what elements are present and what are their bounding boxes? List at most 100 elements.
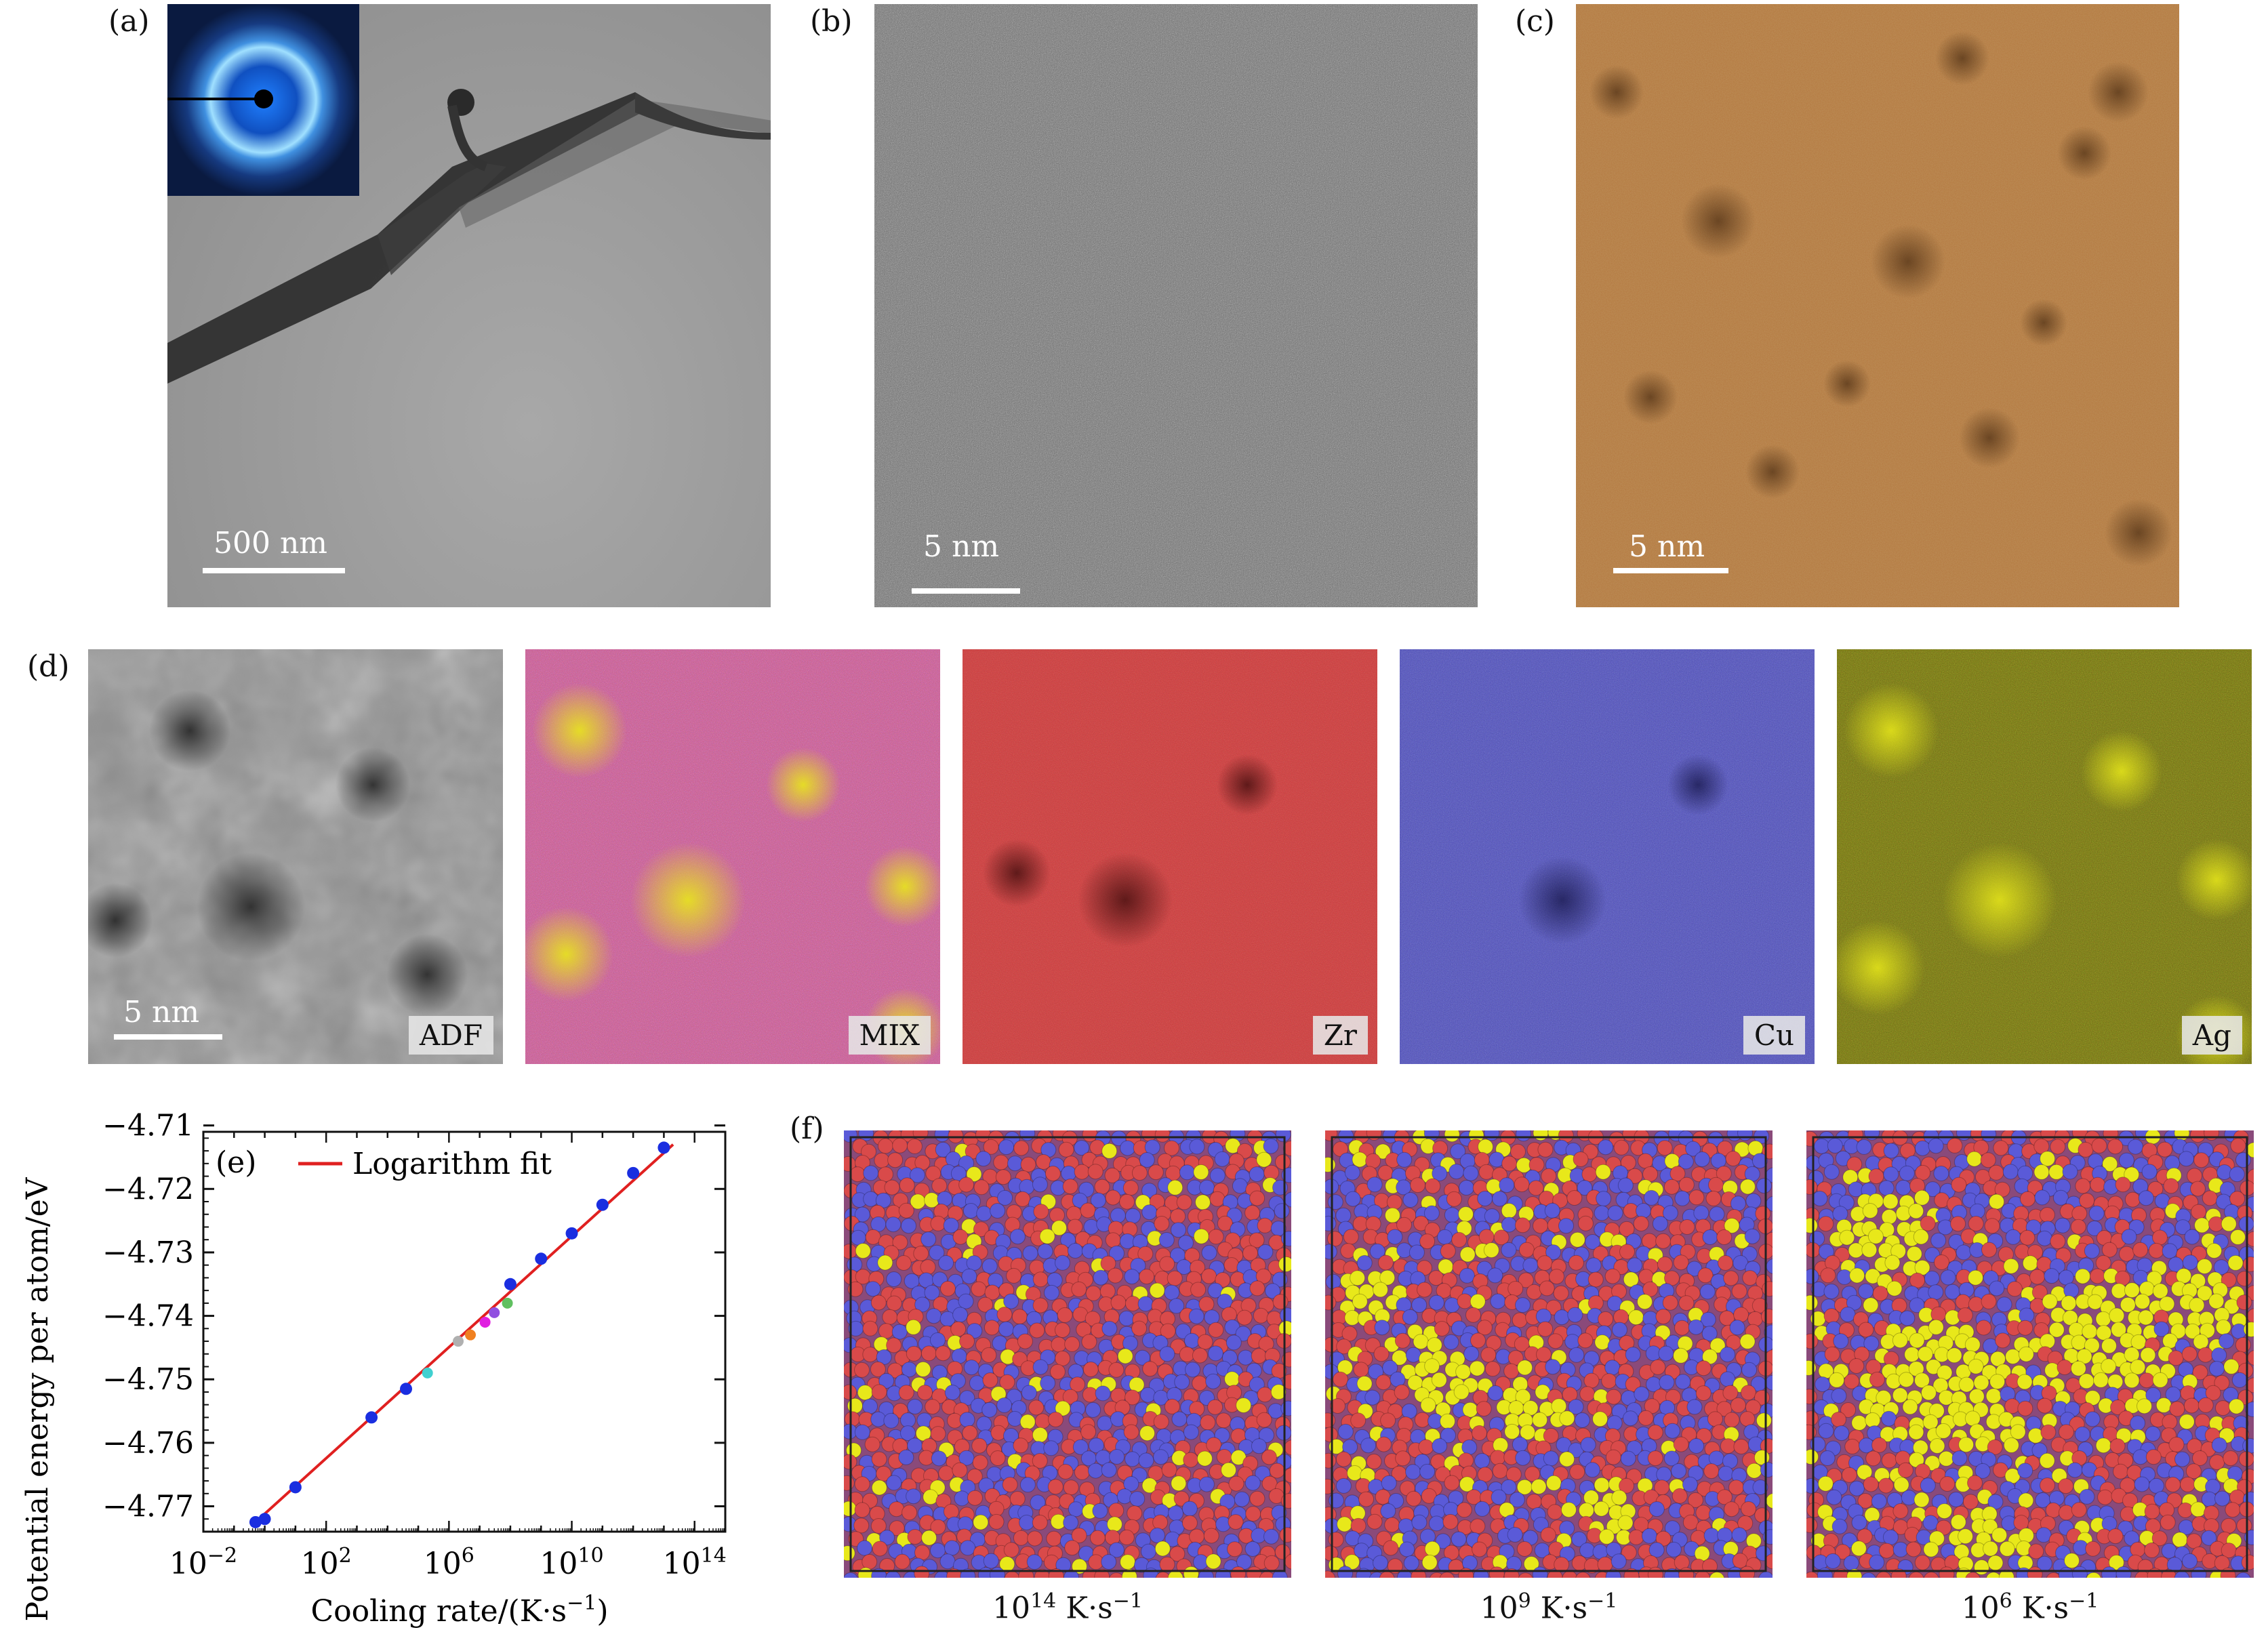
atom xyxy=(1365,1216,1381,1232)
atom xyxy=(1032,1271,1049,1288)
atom xyxy=(1659,1374,1675,1391)
atom xyxy=(1328,1532,1344,1548)
atom xyxy=(2229,1166,2245,1183)
atom xyxy=(1148,1164,1164,1181)
atom xyxy=(1503,1363,1520,1379)
atom xyxy=(1343,1229,1359,1245)
atom xyxy=(1068,1364,1084,1380)
atom xyxy=(1097,1415,1113,1431)
atom xyxy=(877,1254,893,1271)
atom xyxy=(850,1229,866,1246)
atom xyxy=(1543,1428,1559,1444)
atom xyxy=(1342,1439,1358,1455)
atom xyxy=(931,1178,948,1194)
atom xyxy=(1169,1546,1186,1562)
atom xyxy=(1029,1322,1045,1339)
atom xyxy=(1188,1308,1204,1324)
atom xyxy=(1405,1347,1421,1363)
label-b: (b) xyxy=(810,4,853,39)
atom xyxy=(1200,1414,1216,1431)
atom xyxy=(1206,1437,1222,1453)
atom xyxy=(1518,1242,1535,1258)
atom xyxy=(1865,1450,1882,1467)
atom xyxy=(1524,1466,1541,1482)
atom xyxy=(1353,1362,1369,1378)
atom xyxy=(1141,1183,1158,1199)
atom xyxy=(2006,1281,2023,1297)
atom xyxy=(1249,1490,1265,1507)
atom xyxy=(1851,1515,1867,1530)
atom xyxy=(1882,1529,1899,1545)
atom xyxy=(1514,1217,1531,1233)
atom xyxy=(1991,1527,2008,1543)
atom xyxy=(1406,1490,1422,1507)
atom xyxy=(1087,1463,1103,1479)
atom xyxy=(1724,1412,1740,1428)
data-point xyxy=(365,1411,378,1424)
atom xyxy=(1605,1449,1621,1465)
atom xyxy=(1863,1476,1879,1492)
atom xyxy=(1657,1256,1673,1272)
plot-frame xyxy=(202,1130,727,1533)
atom xyxy=(1553,1285,1569,1301)
atom xyxy=(1832,1206,1848,1222)
atom xyxy=(1981,1242,1997,1258)
atom xyxy=(1884,1254,1901,1271)
atom xyxy=(1350,1412,1366,1429)
atom xyxy=(973,1179,990,1196)
atom xyxy=(1740,1385,1756,1401)
atom xyxy=(1720,1347,1736,1363)
atom xyxy=(2183,1397,2200,1414)
atom xyxy=(1274,1203,1290,1219)
simulation-box-outline xyxy=(849,1136,1286,1572)
atom xyxy=(1455,1364,1472,1380)
atom xyxy=(1592,1411,1608,1427)
atom xyxy=(1249,1376,1265,1393)
atom xyxy=(1374,1320,1390,1336)
atom xyxy=(1718,1465,1734,1482)
atom xyxy=(2019,1229,2036,1246)
atom xyxy=(864,1436,880,1452)
atom xyxy=(2213,1259,2229,1275)
atoms-1e9 xyxy=(1325,1130,1773,1578)
atom xyxy=(1520,1424,1536,1440)
atom xyxy=(2229,1191,2246,1207)
atom xyxy=(1099,1283,1116,1299)
atom xyxy=(1366,1513,1383,1530)
atom xyxy=(1183,1452,1199,1468)
atom xyxy=(976,1416,992,1432)
atom xyxy=(1072,1192,1088,1208)
atom xyxy=(1634,1386,1650,1402)
atom xyxy=(1934,1254,1949,1270)
atom xyxy=(2190,1501,2206,1517)
fit-line xyxy=(254,1143,674,1524)
atom xyxy=(1081,1334,1097,1350)
atom xyxy=(2130,1359,2146,1375)
atom xyxy=(935,1141,951,1158)
atom xyxy=(944,1385,960,1401)
atom xyxy=(907,1529,923,1545)
atom xyxy=(1480,1347,1497,1363)
atom xyxy=(1984,1218,2000,1234)
atom xyxy=(1673,1347,1689,1364)
atom xyxy=(973,1221,989,1238)
atom xyxy=(1382,1360,1398,1376)
atom xyxy=(2107,1374,2124,1390)
atom xyxy=(1074,1140,1090,1156)
atom xyxy=(1258,1427,1274,1444)
atom xyxy=(1376,1436,1392,1452)
atom xyxy=(2196,1259,2212,1274)
atom xyxy=(1405,1464,1421,1480)
atom xyxy=(1756,1412,1772,1429)
atom xyxy=(1638,1410,1654,1426)
atom xyxy=(1733,1439,1749,1454)
atom xyxy=(895,1255,912,1271)
atom xyxy=(2050,1233,2066,1250)
atom xyxy=(909,1167,925,1183)
atom xyxy=(1125,1208,1141,1224)
atom xyxy=(849,1166,866,1183)
y-tick-label: −4.74 xyxy=(102,1299,194,1334)
atom xyxy=(990,1450,1006,1466)
atom xyxy=(989,1567,1005,1578)
atom xyxy=(1451,1231,1467,1248)
